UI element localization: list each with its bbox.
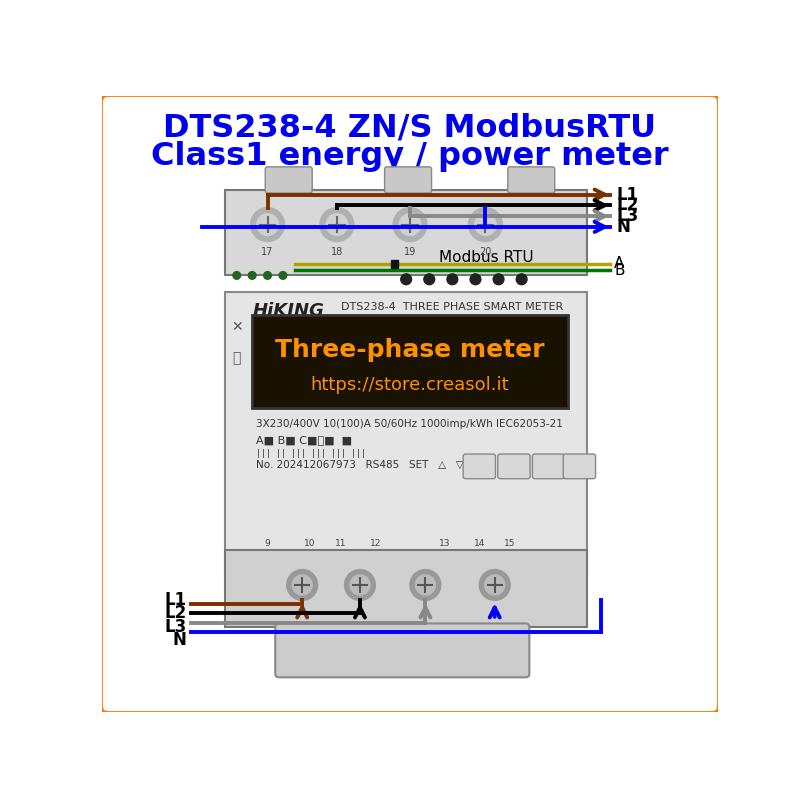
FancyBboxPatch shape: [226, 292, 587, 578]
Text: 10: 10: [304, 538, 316, 548]
Text: L3: L3: [165, 618, 186, 635]
Circle shape: [415, 575, 435, 595]
Circle shape: [233, 271, 241, 279]
Text: 3X230/400V 10(100)A 50/60Hz 1000imp/kWh IEC62053-21: 3X230/400V 10(100)A 50/60Hz 1000imp/kWh …: [256, 419, 563, 430]
Text: DTS238-4 ZN/S ModbusRTU: DTS238-4 ZN/S ModbusRTU: [163, 113, 657, 144]
FancyBboxPatch shape: [563, 454, 595, 478]
Text: 9: 9: [265, 538, 270, 548]
Text: DTS238-4  THREE PHASE SMART METER: DTS238-4 THREE PHASE SMART METER: [341, 302, 563, 312]
Text: Three-phase meter: Three-phase meter: [275, 338, 545, 362]
FancyBboxPatch shape: [266, 167, 312, 193]
Text: ⓘ: ⓘ: [233, 350, 241, 365]
Circle shape: [279, 271, 287, 279]
Text: 14: 14: [474, 538, 485, 548]
Text: L2: L2: [616, 196, 638, 214]
Circle shape: [320, 208, 354, 242]
FancyBboxPatch shape: [508, 167, 554, 193]
Circle shape: [250, 208, 285, 242]
Bar: [252, 315, 568, 408]
Text: 18: 18: [330, 247, 343, 257]
Bar: [390, 260, 398, 268]
Circle shape: [410, 570, 441, 600]
Text: ||| || ||| ||| ||| |||: ||| || ||| ||| ||| |||: [256, 449, 366, 458]
Circle shape: [470, 274, 481, 285]
Text: 12: 12: [370, 538, 381, 548]
Circle shape: [479, 570, 510, 600]
FancyBboxPatch shape: [101, 94, 719, 714]
Text: No. 202412067973   RS485   SET   △   ▽: No. 202412067973 RS485 SET △ ▽: [256, 459, 464, 470]
Circle shape: [469, 208, 502, 242]
Text: L1: L1: [616, 186, 638, 203]
Text: B: B: [614, 262, 625, 278]
Circle shape: [345, 570, 375, 600]
Text: 11: 11: [335, 538, 346, 548]
Text: 20: 20: [479, 247, 492, 257]
Text: 19: 19: [404, 247, 416, 257]
FancyBboxPatch shape: [226, 190, 587, 274]
Circle shape: [493, 274, 504, 285]
Text: L1: L1: [165, 591, 186, 610]
FancyBboxPatch shape: [275, 623, 530, 678]
Text: L3: L3: [616, 207, 638, 225]
Text: A: A: [614, 256, 625, 271]
Circle shape: [287, 570, 318, 600]
Text: Modbus RTU: Modbus RTU: [438, 250, 534, 266]
Text: 13: 13: [439, 538, 450, 548]
Circle shape: [248, 271, 256, 279]
Circle shape: [516, 274, 527, 285]
Text: ✕: ✕: [231, 320, 242, 334]
Text: https://store.creasol.it: https://store.creasol.it: [310, 376, 510, 394]
FancyBboxPatch shape: [533, 454, 565, 478]
Text: HiKING: HiKING: [252, 302, 324, 320]
Text: Class1 energy / power meter: Class1 energy / power meter: [151, 141, 669, 171]
Circle shape: [399, 214, 421, 235]
Circle shape: [350, 575, 370, 595]
Circle shape: [264, 271, 271, 279]
FancyBboxPatch shape: [226, 550, 587, 627]
Text: 17: 17: [262, 247, 274, 257]
Circle shape: [326, 214, 348, 235]
Circle shape: [474, 214, 496, 235]
Text: N: N: [616, 218, 630, 236]
Circle shape: [393, 208, 427, 242]
Text: N: N: [173, 630, 186, 649]
Circle shape: [447, 274, 458, 285]
Text: 15: 15: [504, 538, 516, 548]
Circle shape: [485, 575, 505, 595]
Text: A■ B■ C■⏷■  ■: A■ B■ C■⏷■ ■: [256, 435, 352, 445]
FancyBboxPatch shape: [385, 167, 431, 193]
Circle shape: [424, 274, 434, 285]
Circle shape: [257, 214, 278, 235]
Text: L2: L2: [165, 605, 186, 622]
Circle shape: [401, 274, 411, 285]
FancyBboxPatch shape: [463, 454, 495, 478]
FancyBboxPatch shape: [498, 454, 530, 478]
Circle shape: [292, 575, 312, 595]
